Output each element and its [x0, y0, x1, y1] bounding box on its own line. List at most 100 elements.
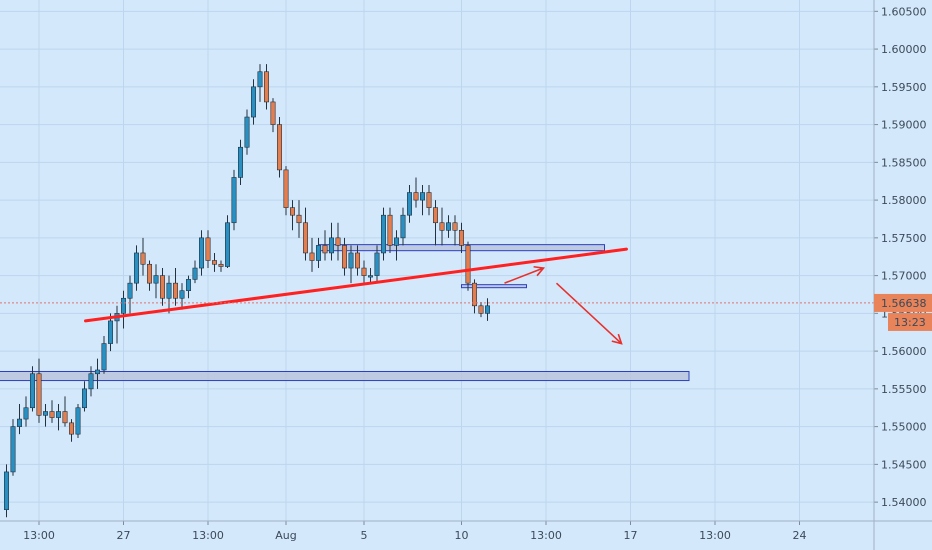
candle-body [140, 252, 146, 265]
arrow-line [555, 282, 623, 345]
candle-body [127, 282, 133, 299]
candle-body [419, 192, 425, 201]
candle-body [4, 471, 10, 510]
candle-body [400, 214, 406, 239]
candle-body [289, 207, 295, 216]
candle-body [16, 418, 22, 427]
price-tick-label: 1.59500 [881, 81, 927, 94]
candle-body [458, 229, 464, 246]
support-resistance-zone [461, 284, 527, 289]
candle-body [439, 222, 445, 231]
candle-body [69, 422, 75, 435]
candle-body [49, 411, 55, 418]
arrow-head [611, 333, 623, 345]
time-tick-label: Aug [275, 529, 296, 542]
support-resistance-zone [0, 370, 690, 382]
candle-body [192, 267, 198, 280]
candle-body [380, 214, 386, 254]
candle-body [36, 373, 42, 416]
price-tick-label: 1.54500 [881, 458, 927, 471]
candle-body [315, 245, 321, 261]
candle-body [367, 275, 373, 278]
time-tick-label: 10 [455, 529, 469, 542]
candle-body [42, 411, 48, 416]
countdown-label: 13:23 [894, 316, 926, 329]
time-tick-label: 17 [624, 529, 638, 542]
time-tick-label: 13:00 [699, 529, 731, 542]
candle-body [270, 101, 276, 125]
candle-body [101, 343, 107, 371]
time-tick-label: 24 [793, 529, 807, 542]
candle-body [341, 245, 347, 269]
candle-body [244, 116, 250, 148]
candle-body [225, 222, 231, 267]
candle-body [173, 282, 179, 299]
candle-body [179, 290, 185, 299]
current-price-label: 1.56638 [881, 297, 927, 310]
candle-body [387, 214, 393, 246]
price-tick-label: 1.57000 [881, 270, 927, 283]
candle-body [354, 252, 360, 269]
arrow-head [533, 265, 546, 277]
candle-body [348, 252, 354, 269]
candles [4, 64, 490, 518]
candle-body [238, 146, 244, 178]
candle-body [166, 282, 172, 299]
price-tick-label: 1.55500 [881, 383, 927, 396]
candle-body [432, 207, 438, 224]
candle-body [361, 267, 367, 276]
candle-body [160, 275, 166, 299]
price-tick-label: 1.58000 [881, 194, 927, 207]
price-tick-label: 1.58500 [881, 156, 927, 169]
trendline [84, 247, 628, 323]
time-tick-label: 13:00 [192, 529, 224, 542]
candle-body [88, 373, 94, 390]
candle-body [199, 237, 205, 269]
candle-body [62, 411, 68, 424]
candle-body [445, 222, 451, 231]
candle-body [29, 373, 35, 409]
candle-body [426, 192, 432, 208]
price-tick-label: 1.60000 [881, 43, 927, 56]
candle-body [212, 260, 218, 265]
candle-body [231, 177, 237, 224]
candle-body [55, 411, 61, 418]
candle-body [413, 192, 419, 201]
time-tick-label: 13:00 [530, 529, 562, 542]
time-tick-label: 5 [361, 529, 368, 542]
time-tick-label: 13:00 [23, 529, 55, 542]
candle-body [108, 320, 114, 344]
candle-body [276, 124, 282, 171]
candle-body [335, 237, 341, 246]
countdown-tag [888, 312, 932, 331]
drawings [0, 247, 874, 345]
candle-body [121, 297, 127, 314]
price-tick-label: 1.56000 [881, 345, 927, 358]
time-tick-label: 27 [117, 529, 131, 542]
candle-body [452, 222, 458, 231]
candle-body [251, 86, 257, 118]
candle-body [309, 252, 315, 261]
candle-body [283, 169, 289, 208]
candle-body [134, 252, 140, 284]
candle-body [205, 237, 211, 261]
candle-body [263, 71, 269, 103]
candle-body [10, 426, 16, 473]
arrow-line [504, 267, 544, 284]
candle-body [302, 222, 308, 254]
candle-body [82, 388, 88, 409]
candle-body [465, 245, 471, 284]
candle-body [95, 369, 101, 375]
price-tick-label: 1.54000 [881, 496, 927, 509]
candle-body [328, 237, 334, 254]
candle-body [393, 237, 399, 246]
candle-body [147, 263, 153, 284]
candle-body [75, 407, 81, 435]
candle-body [406, 192, 412, 216]
price-tick-label: 1.57500 [881, 232, 927, 245]
candle-body [23, 407, 29, 420]
price-tick-label: 1.60500 [881, 5, 927, 18]
candle-body [478, 305, 484, 314]
